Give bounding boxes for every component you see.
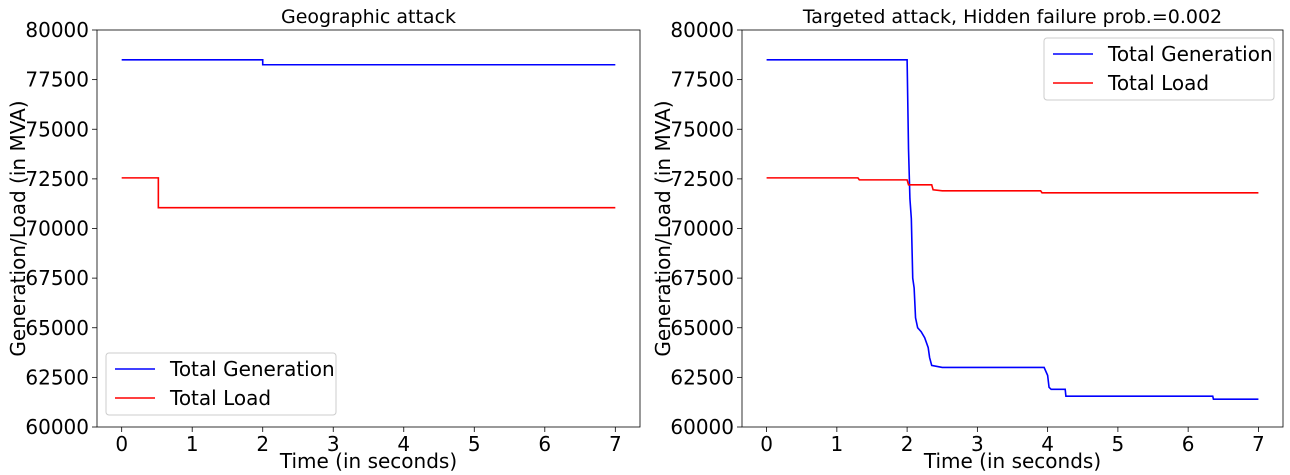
legend-label: Total Load [1107,71,1209,95]
y-tick-label: 62500 [25,365,89,389]
y-tick-label: 77500 [670,68,734,92]
y-tick-label: 65000 [670,316,734,340]
chart-title: Geographic attack [281,6,456,28]
x-tick-label: 3 [971,432,984,456]
y-tick-label: 70000 [25,217,89,241]
x-tick-label: 4 [397,432,410,456]
x-tick-label: 6 [538,432,551,456]
legend-label: Total Generation [169,357,335,381]
y-axis-label: Generation/Load (in MVA) [6,100,30,356]
chart-panel-2: Targeted attack, Hidden failure prob.=0.… [651,6,1284,473]
y-tick-label: 65000 [25,316,89,340]
x-tick-label: 4 [1041,432,1054,456]
chart-title: Targeted attack, Hidden failure prob.=0.… [802,6,1222,28]
y-tick-label: 60000 [670,415,734,439]
y-tick-label: 77500 [25,68,89,92]
x-axis-label: Time (in seconds) [923,449,1101,473]
y-tick-label: 67500 [25,266,89,290]
y-tick-label: 80000 [25,18,89,42]
y-tick-label: 72500 [670,167,734,191]
legend-box [105,352,337,416]
x-tick-label: 5 [468,432,481,456]
y-tick-label: 67500 [670,266,734,290]
series-line-total-load [766,177,1259,194]
y-tick-label: 62500 [670,365,734,389]
x-tick-label: 7 [609,432,622,456]
series-line-total-load [121,177,616,209]
legend: Total Generation Total Load [105,352,337,416]
x-tick-label: 2 [901,432,914,456]
y-tick-label: 75000 [25,117,89,141]
series-line-total-generation [121,58,616,66]
x-tick-label: 5 [1112,432,1125,456]
legend-label: Total Generation [1107,42,1273,66]
y-tick-label: 60000 [25,415,89,439]
x-tick-label: 6 [1182,432,1195,456]
y-tick-label: 70000 [670,217,734,241]
x-tick-label: 0 [760,432,773,456]
x-tick-label: 2 [256,432,269,456]
y-tick-label: 80000 [670,18,734,42]
legend-box [1043,37,1275,101]
x-tick-label: 1 [186,432,199,456]
x-axis-label: Time (in seconds) [279,449,457,473]
series-line-total-generation [766,58,1259,401]
chart-panel-1: Geographic attack 0 1 2 3 4 5 6 7 60000 62500 65000… [6,6,641,473]
y-tick-label: 75000 [670,117,734,141]
x-tick-label: 1 [830,432,843,456]
y-axis-label: Generation/Load (in MVA) [651,100,675,356]
y-tick-label: 72500 [25,167,89,191]
x-tick-label: 3 [327,432,340,456]
x-tick-label: 0 [115,432,128,456]
legend-label: Total Load [169,386,271,410]
x-tick-label: 7 [1252,432,1265,456]
legend: Total Generation Total Load [1043,37,1275,101]
